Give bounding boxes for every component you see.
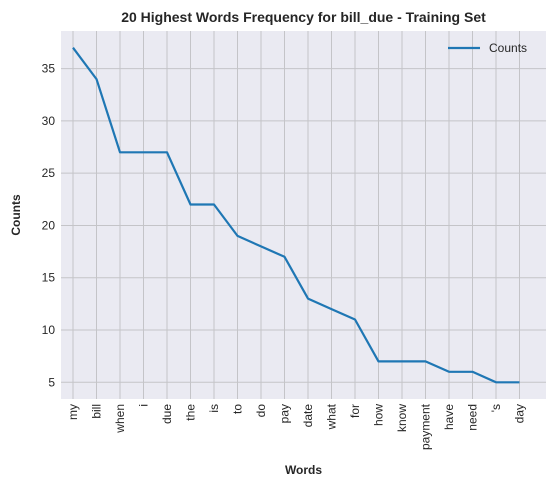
x-tick-label: what	[325, 403, 339, 430]
y-tick-label: 20	[42, 218, 56, 232]
x-tick-label: when	[113, 404, 127, 434]
x-axis-title: Words	[285, 463, 322, 477]
x-tick-label: bill	[90, 404, 104, 419]
y-tick-label: 35	[42, 62, 56, 76]
x-tick-label: date	[301, 404, 315, 428]
x-tick-label: need	[466, 404, 480, 431]
x-tick-label: due	[160, 404, 174, 424]
series-line-counts	[72, 47, 520, 384]
y-tick-label: 30	[42, 114, 56, 128]
x-tick-label: payment	[419, 403, 433, 450]
y-tick-label: 10	[42, 323, 56, 337]
x-axis-ticks: my bill when i due the is to do pay date what for how…	[66, 403, 527, 450]
x-tick-label: the	[184, 404, 198, 421]
legend: Counts	[448, 41, 527, 55]
x-tick-label: for	[348, 404, 362, 418]
x-tick-label: have	[442, 404, 456, 430]
x-tick-label: to	[231, 404, 245, 414]
chart-title: 20 Highest Words Frequency for bill_due …	[121, 9, 486, 25]
x-tick-label: day	[513, 404, 527, 423]
y-tick-label: 25	[42, 166, 56, 180]
plot-area	[61, 31, 546, 399]
x-tick-label: i	[137, 404, 151, 407]
y-tick-label: 5	[48, 375, 55, 389]
x-tick-label: pay	[278, 404, 292, 423]
grid-lines	[61, 31, 546, 399]
x-tick-label: is	[207, 404, 221, 413]
y-axis-title: Counts	[9, 194, 23, 236]
x-tick-label: know	[395, 404, 409, 432]
legend-label-counts: Counts	[489, 41, 527, 55]
x-tick-label: my	[66, 404, 80, 420]
x-tick-label: 's	[489, 404, 503, 412]
x-tick-label: do	[254, 404, 268, 418]
y-tick-label: 15	[42, 271, 56, 285]
x-tick-label: how	[372, 404, 386, 426]
y-axis-ticks: 5 10 15 20 25 30 35	[42, 62, 56, 390]
